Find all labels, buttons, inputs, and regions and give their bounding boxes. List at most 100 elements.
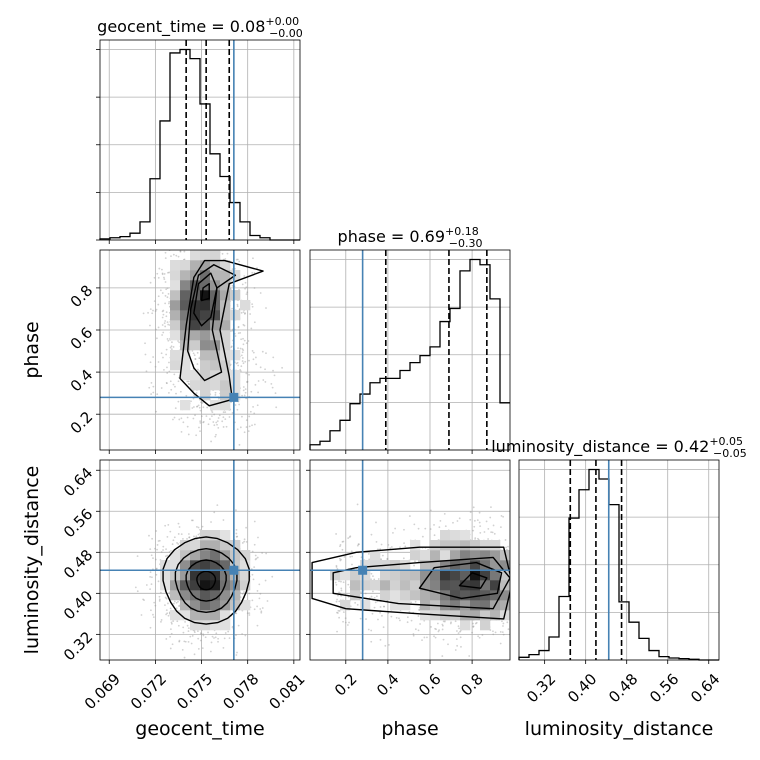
sample-point	[256, 624, 259, 627]
sample-point	[187, 640, 190, 643]
sample-point	[159, 591, 162, 594]
sample-point	[274, 392, 277, 395]
sample-point	[165, 315, 168, 318]
density-cell	[230, 350, 241, 361]
sample-point	[403, 528, 405, 531]
density-cell	[220, 320, 231, 331]
density-cell	[180, 550, 191, 561]
sample-point	[160, 387, 163, 389]
sample-point	[155, 573, 158, 576]
sample-point	[168, 391, 170, 394]
sample-point	[157, 303, 160, 306]
sample-point	[194, 414, 196, 417]
sample-point	[194, 358, 197, 360]
sample-point	[167, 602, 169, 605]
sample-point	[152, 613, 154, 616]
sample-point	[241, 357, 244, 359]
sample-point	[154, 547, 156, 550]
histogram-step	[518, 468, 719, 661]
sample-point	[197, 526, 200, 529]
sample-point	[237, 624, 240, 627]
sample-point	[193, 629, 196, 632]
sample-point	[240, 338, 243, 341]
density-cell	[200, 540, 211, 551]
sample-point	[223, 637, 226, 640]
sample-point	[230, 345, 233, 348]
sample-point	[210, 521, 212, 523]
sample-point	[253, 520, 256, 523]
sample-point	[244, 281, 247, 284]
sample-point	[161, 273, 164, 276]
sample-point	[187, 382, 190, 385]
sample-point	[177, 380, 180, 383]
x-tick-label: 0.081	[265, 670, 308, 713]
density-cell	[210, 600, 221, 611]
sample-point	[173, 373, 176, 376]
y-tick-label: 0.32	[60, 628, 96, 664]
sample-point	[375, 595, 378, 598]
sample-point	[216, 504, 219, 507]
sample-point	[186, 380, 189, 383]
sample-point	[192, 352, 195, 355]
y-tick-label: 0.4	[67, 366, 97, 396]
sample-point	[177, 522, 180, 525]
sample-point	[166, 554, 169, 557]
density-cell	[200, 620, 211, 631]
sample-point	[197, 637, 200, 640]
sample-point	[224, 632, 227, 634]
contour-line	[200, 282, 210, 302]
truth-marker	[229, 565, 239, 575]
contour-line	[179, 259, 264, 407]
density-cell	[190, 380, 201, 391]
sample-point	[160, 620, 162, 623]
sample-point	[167, 292, 170, 295]
sample-point	[158, 595, 161, 598]
sample-point	[245, 293, 248, 296]
panel-border	[518, 459, 720, 661]
sample-point	[177, 400, 180, 403]
density-cell	[210, 250, 221, 261]
sample-point	[243, 394, 246, 397]
sample-point	[167, 323, 170, 326]
sample-point	[215, 421, 218, 424]
density-cell	[230, 290, 241, 301]
sample-point	[158, 598, 161, 601]
histogram-step	[309, 258, 510, 450]
sample-point	[242, 343, 245, 346]
sample-point	[210, 641, 213, 644]
density-cell	[180, 350, 191, 361]
sample-point	[248, 415, 251, 418]
sample-point	[164, 251, 167, 254]
sample-point	[149, 626, 152, 629]
sample-point	[157, 295, 160, 298]
density-cell	[200, 310, 211, 321]
sample-point	[169, 647, 172, 650]
y-tick-label: 0.40	[60, 587, 96, 623]
density-cell	[190, 540, 201, 551]
sample-point	[217, 640, 219, 643]
density-cell	[200, 390, 211, 401]
density-cell	[170, 610, 181, 621]
sample-point	[196, 630, 199, 633]
sample-point	[145, 584, 148, 586]
sample-point	[162, 313, 165, 316]
sample-point	[370, 533, 373, 536]
density-cell	[220, 290, 231, 301]
sample-point	[214, 435, 217, 438]
sample-point	[256, 404, 259, 407]
sample-point	[160, 551, 163, 553]
density-cell	[190, 280, 201, 291]
sample-point	[196, 405, 198, 408]
sample-point	[217, 417, 220, 419]
sample-point	[161, 324, 164, 326]
sample-point	[165, 353, 168, 356]
sample-point	[441, 623, 444, 626]
sample-point	[166, 338, 169, 340]
density-cell	[220, 560, 231, 571]
sample-point	[224, 418, 227, 421]
sample-point	[246, 612, 249, 615]
sample-point	[436, 622, 439, 625]
sample-point	[238, 443, 241, 446]
sample-point	[215, 632, 218, 635]
density-cell	[190, 330, 201, 341]
